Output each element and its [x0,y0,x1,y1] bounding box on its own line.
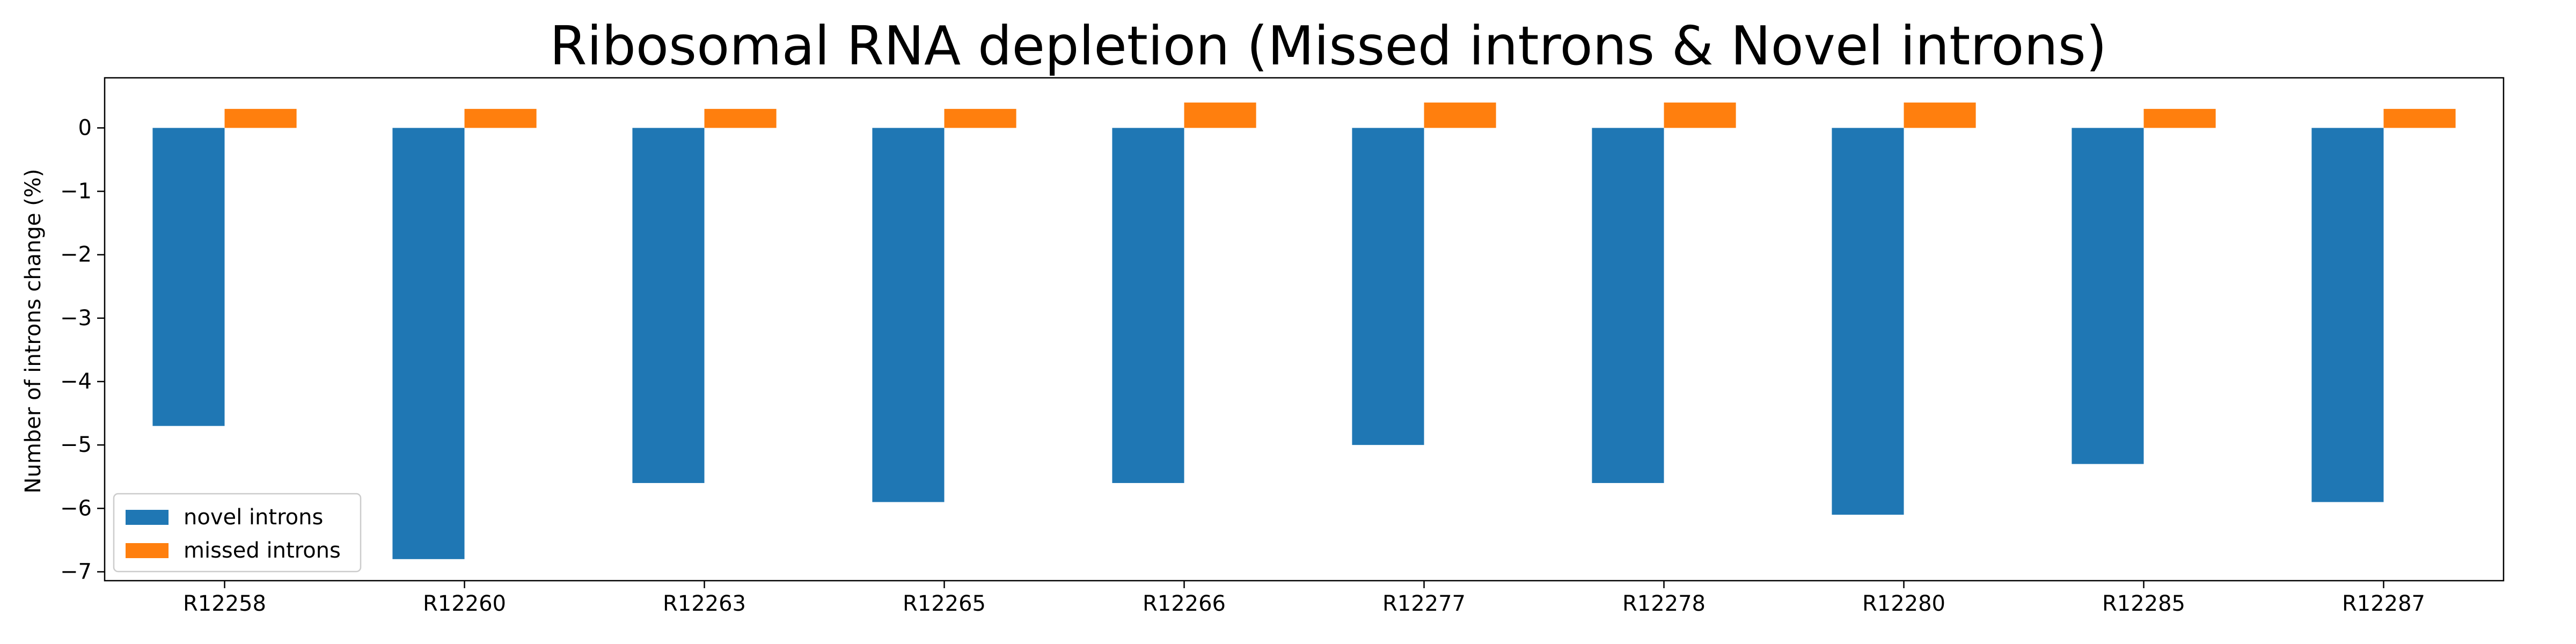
bar-novel-introns-R12258 [152,128,225,426]
x-tick-label-R12266: R12266 [1143,591,1226,616]
bar-missed-introns-R12258 [224,108,297,128]
bar-novel-introns-R12277 [1352,128,1424,445]
bar-missed-introns-R12280 [1904,103,1976,128]
y-tick-label: −6 [60,496,92,521]
bar-missed-introns-R12265 [944,108,1016,128]
axes-frame [104,77,2505,582]
x-tick-label-R12263: R12263 [663,591,746,616]
bar-novel-introns-R12260 [392,128,465,559]
bar-missed-introns-R12287 [2383,108,2456,128]
bar-novel-introns-R12285 [2072,128,2144,464]
y-tick-label: −4 [60,369,92,394]
bar-missed-introns-R12278 [1664,103,1736,128]
bar-missed-introns-R12277 [1424,103,1496,128]
chart-title: Ribosomal RNA depletion (Missed introns … [550,14,2107,77]
x-tick-label-R12278: R12278 [1622,591,1706,616]
legend-swatch-novel-introns [126,510,169,525]
y-tick-label: −3 [60,306,92,331]
y-tick-label: −1 [60,179,92,204]
y-axis-label: Number of introns change (%) [21,169,46,494]
bar-missed-introns-R12260 [464,108,537,128]
x-tick-label-R12277: R12277 [1382,591,1466,616]
legend-label-novel-introns: novel introns [184,505,323,530]
legend-box [113,493,362,573]
bar-novel-introns-R12280 [1832,128,1904,515]
bar-missed-introns-R12266 [1184,103,1256,128]
y-tick-label: 0 [78,115,92,140]
bar-novel-introns-R12265 [872,128,945,502]
bar-missed-introns-R12285 [2143,108,2216,128]
x-tick-label-R12260: R12260 [423,591,506,616]
y-tick-label: −5 [60,433,92,457]
bar-novel-introns-R12287 [2311,128,2384,502]
y-tick-label: −7 [60,559,92,584]
y-tick-label: −2 [60,243,92,267]
bar-novel-introns-R12266 [1112,128,1184,484]
x-tick-label-R12280: R12280 [1862,591,1945,616]
bar-novel-introns-R12263 [632,128,705,484]
x-tick-label-R12258: R12258 [183,591,266,616]
x-tick-label-R12285: R12285 [2102,591,2185,616]
legend: novel introns missed introns [113,493,362,573]
x-tick-label-R12287: R12287 [2342,591,2425,616]
plot-area: 0 −1 −2 −3 −4 −5 −6 −7 R12258 R12260 R12263 R12265 R… [60,77,2505,616]
bar-missed-introns-R12263 [704,108,777,128]
legend-label-missed-introns: missed introns [184,538,341,563]
x-tick-label-R12265: R12265 [903,591,986,616]
bar-novel-introns-R12278 [1592,128,1664,484]
legend-swatch-missed-introns [126,543,169,558]
